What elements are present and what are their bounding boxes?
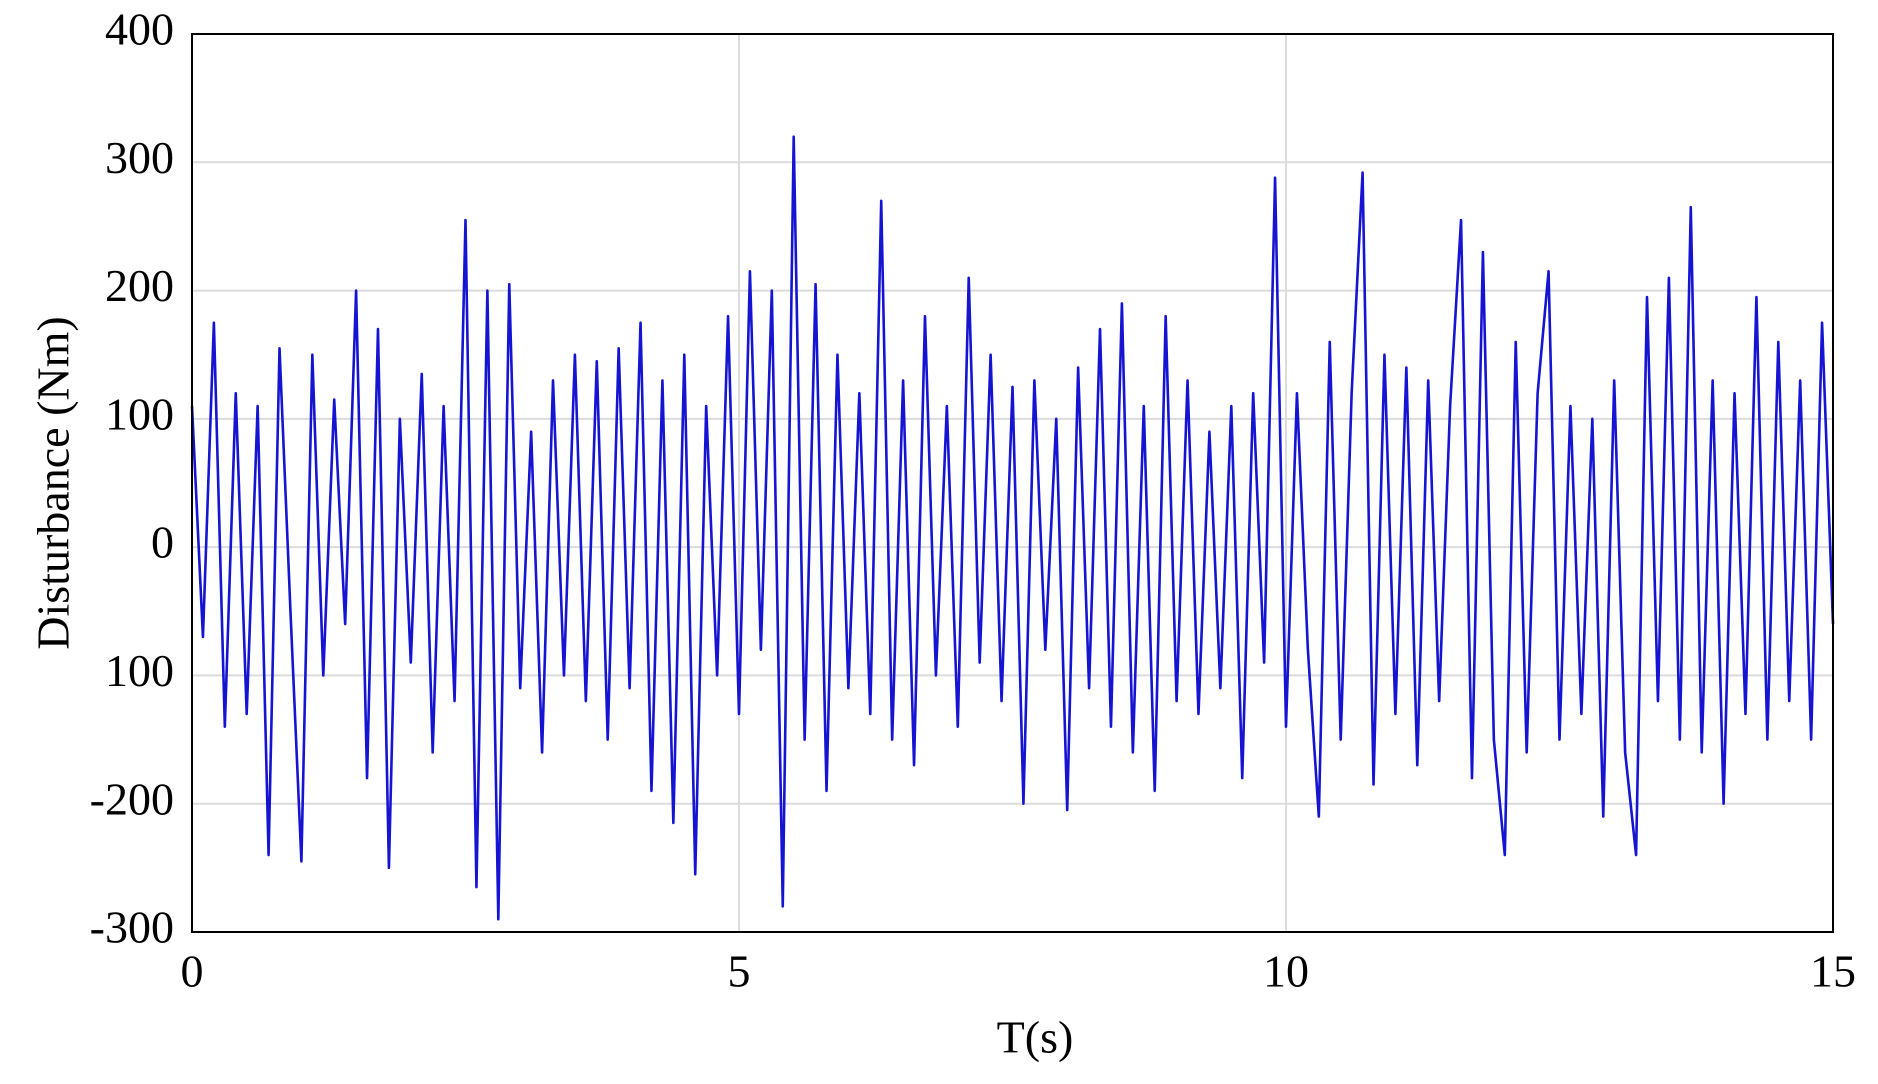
x-tick-label: 10: [1263, 946, 1309, 997]
data-line: [190, 135, 1835, 921]
plot-frame: [191, 33, 1834, 933]
y-tick-label: -200: [90, 773, 174, 824]
y-tick-label: 300: [105, 132, 174, 183]
y-tick-label: 100: [105, 645, 174, 696]
y-tick-label: 0: [151, 517, 174, 568]
x-tick-label: 5: [728, 946, 751, 997]
y-axis-title: Disturbance (Nm): [28, 316, 79, 649]
x-tick-label: 0: [181, 946, 204, 997]
y-tick-label: -300: [90, 902, 174, 953]
x-axis-title: T(s): [997, 1012, 1074, 1063]
y-tick-label: 100: [105, 388, 174, 439]
y-tick-label: 200: [105, 260, 174, 311]
x-tick-label: 15: [1810, 946, 1856, 997]
y-tick-label: 400: [105, 4, 174, 55]
